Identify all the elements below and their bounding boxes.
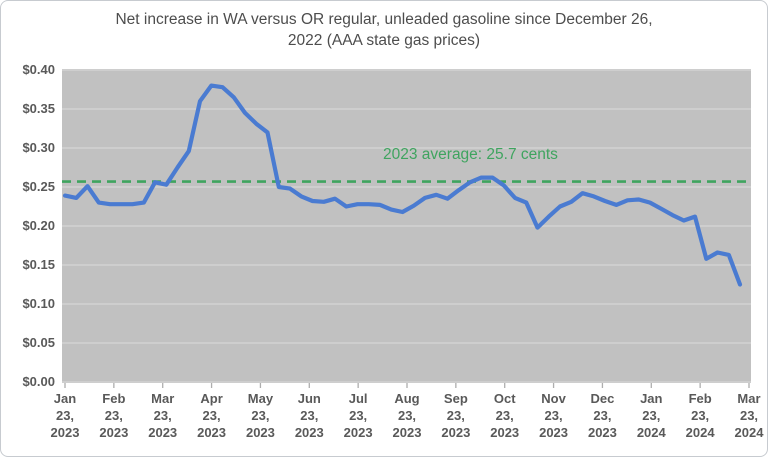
x-tick-label: Jan 23, 2023 <box>50 391 80 440</box>
y-tick-label: $0.15 <box>22 257 55 272</box>
y-tick-label: $0.40 <box>22 62 55 77</box>
x-tick-label: Sep 23, 2023 <box>441 391 471 440</box>
y-tick-label: $0.05 <box>22 335 55 350</box>
y-tick-label: $0.25 <box>22 179 55 194</box>
x-tick-label: Feb 23, 2023 <box>99 391 129 440</box>
x-tick-label: Jun 23, 2023 <box>294 391 324 440</box>
chart-title-line1: Net increase in WA versus OR regular, un… <box>115 11 653 28</box>
x-tick-label: Aug 23, 2023 <box>392 391 422 440</box>
y-tick-label: $0.00 <box>22 374 55 389</box>
y-tick-label: $0.10 <box>22 296 55 311</box>
x-tick-label: Jul 23, 2023 <box>343 391 373 440</box>
x-tick-label: Apr 23, 2023 <box>197 391 227 440</box>
y-tick-label: $0.30 <box>22 140 55 155</box>
x-tick-label: Mar 23, 2024 <box>734 391 764 440</box>
y-tick-label: $0.35 <box>22 101 55 116</box>
x-tick-label: Mar 23, 2023 <box>148 391 178 440</box>
y-tick-label: $0.20 <box>22 218 55 233</box>
chart-title: Net increase in WA versus OR regular, un… <box>1 9 767 51</box>
average-annotation: 2023 average: 25.7 cents <box>383 146 558 163</box>
x-tick-label: Dec 23, 2023 <box>587 391 617 440</box>
gas-price-gap-line <box>62 83 743 287</box>
x-tick-label: Feb 23, 2024 <box>685 391 715 440</box>
chart-title-line2: 2022 (AAA state gas prices) <box>287 32 481 49</box>
x-tick-label: Jan 23, 2024 <box>636 391 666 440</box>
x-tick-label: May 23, 2023 <box>245 391 275 440</box>
x-tick-label: Nov 23, 2023 <box>539 391 569 440</box>
x-tick-label: Oct 23, 2023 <box>490 391 520 440</box>
